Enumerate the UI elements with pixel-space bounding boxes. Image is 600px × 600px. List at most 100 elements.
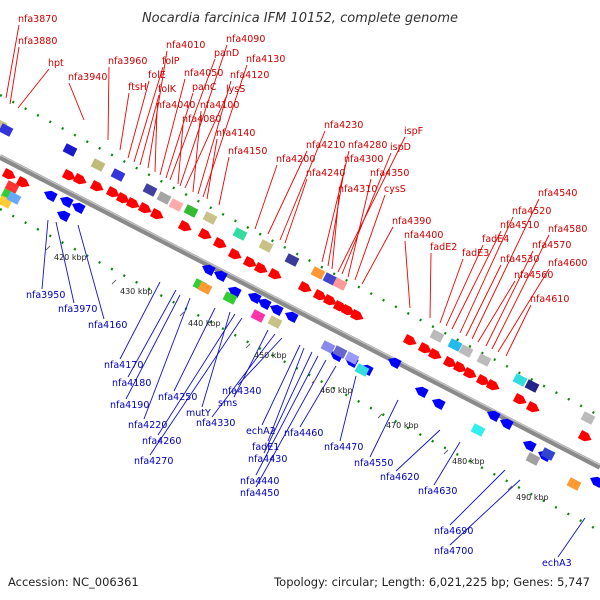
gene-label-forward[interactable]: nfa3940 [68,72,107,83]
gene-feature-box[interactable] [222,291,238,305]
gene-feature-box[interactable] [470,423,486,437]
gene-label-forward[interactable]: nfa4600 [548,258,587,269]
reverse-gene-arrow[interactable] [42,188,58,202]
reverse-gene-arrow[interactable] [521,438,537,452]
forward-gene-arrow[interactable] [462,367,479,381]
gene-label-reverse[interactable]: nfa4180 [112,378,151,389]
forward-gene-arrow[interactable] [242,256,259,270]
gene-label-reverse[interactable]: nfa4620 [380,472,419,483]
gene-feature-box[interactable] [168,198,184,212]
forward-gene-arrow[interactable] [89,180,106,194]
gene-label-forward[interactable]: nfa3880 [18,36,57,47]
gene-label-forward[interactable]: folP [162,56,180,67]
forward-gene-arrow[interactable] [267,268,284,282]
reverse-gene-arrow[interactable] [212,268,228,282]
reverse-gene-arrow[interactable] [246,290,262,304]
gene-feature-box[interactable] [354,363,370,377]
gene-feature-box[interactable] [524,379,540,393]
gene-label-forward[interactable]: nfa4230 [324,120,363,131]
forward-gene-arrow[interactable] [525,401,542,415]
forward-gene-arrow[interactable] [340,304,357,318]
gene-feature-box[interactable] [0,123,14,137]
forward-gene-arrow[interactable] [312,289,329,303]
gene-label-forward[interactable]: nfa4300 [344,154,383,165]
gene-feature-box[interactable] [332,345,348,359]
gene-feature-box[interactable] [580,411,596,425]
gene-label-forward[interactable]: hpt [48,58,64,69]
gene-feature-box[interactable] [344,351,360,365]
forward-gene-arrow[interactable] [322,294,339,308]
forward-gene-arrow[interactable] [427,348,444,362]
reverse-gene-arrow[interactable] [70,200,86,214]
gene-label-reverse[interactable]: fadE1 [252,442,279,453]
gene-feature-box[interactable] [62,143,78,157]
reverse-gene-arrow[interactable] [256,296,272,310]
gene-label-forward[interactable]: nfa4040 [156,100,195,111]
gene-label-reverse[interactable]: nfa4550 [354,458,393,469]
gene-label-forward[interactable]: nfa4610 [530,294,569,305]
gene-label-forward[interactable]: fadE3 [462,248,489,259]
gene-feature-box[interactable] [156,191,172,205]
gene-label-forward[interactable]: nfa4150 [228,146,267,157]
reverse-gene-arrow[interactable] [283,309,299,323]
gene-feature-box[interactable] [4,180,20,194]
gene-label-reverse[interactable]: nfa4340 [222,386,261,397]
forward-gene-arrow[interactable] [137,202,154,216]
gene-label-reverse[interactable]: nfa4170 [104,360,143,371]
forward-gene-arrow[interactable] [297,281,314,295]
gene-label-forward[interactable]: nfa4210 [306,140,345,151]
gene-feature-box[interactable] [525,452,541,466]
gene-label-reverse[interactable]: nfa4220 [128,420,167,431]
gene-label-forward[interactable]: ftsH [128,82,147,93]
gene-label-forward[interactable]: nfa4120 [230,70,269,81]
gene-label-reverse[interactable]: echA3 [542,558,572,569]
gene-label-forward[interactable]: nfa4080 [182,114,221,125]
gene-feature-box[interactable] [566,477,582,491]
gene-label-forward[interactable]: lysS [226,84,245,95]
gene-feature-box[interactable] [458,344,474,358]
gene-label-reverse[interactable]: nfa4460 [284,428,323,439]
gene-feature-box[interactable] [429,329,445,343]
gene-label-forward[interactable]: nfa4010 [166,40,205,51]
gene-label-reverse[interactable]: nfa4690 [434,526,473,537]
gene-feature-box[interactable] [322,272,338,286]
gene-label-forward[interactable]: ispF [404,126,423,137]
gene-label-reverse[interactable]: nfa4630 [418,486,457,497]
gene-label-forward[interactable]: nfa4400 [404,230,443,241]
forward-gene-arrow[interactable] [61,169,78,183]
reverse-gene-arrow[interactable] [55,208,71,222]
gene-feature-box[interactable] [0,195,13,209]
forward-gene-arrow[interactable] [105,186,122,200]
gene-label-reverse[interactable]: sms [218,398,237,409]
gene-label-forward[interactable]: fadE2 [430,242,457,253]
forward-gene-arrow[interactable] [197,228,214,242]
forward-gene-arrow[interactable] [452,361,469,375]
gene-label-forward[interactable]: nfa4090 [226,34,265,45]
gene-label-reverse[interactable]: nfa4260 [142,436,181,447]
gene-feature-box[interactable] [267,315,283,329]
gene-feature-box[interactable] [250,309,266,323]
gene-feature-box[interactable] [142,183,158,197]
gene-label-forward[interactable]: nfa4520 [512,206,551,217]
reverse-gene-arrow[interactable] [268,302,284,316]
forward-gene-arrow[interactable] [349,309,366,323]
gene-label-forward[interactable]: nfa4280 [348,140,387,151]
gene-feature-box[interactable] [183,204,199,218]
gene-feature-box[interactable] [6,191,22,205]
gene-feature-box[interactable] [284,253,300,267]
gene-feature-box[interactable] [476,353,492,367]
gene-feature-box[interactable] [202,211,218,225]
gene-label-forward[interactable]: nfa4200 [276,154,315,165]
gene-label-forward[interactable]: nfa4350 [370,168,409,179]
gene-feature-box[interactable] [90,158,106,172]
gene-label-forward[interactable]: cysS [384,184,406,195]
forward-gene-arrow[interactable] [1,168,18,182]
gene-label-reverse[interactable]: nfa4700 [434,546,473,557]
reverse-gene-arrow[interactable] [200,262,216,276]
gene-feature-box[interactable] [258,239,274,253]
reverse-gene-arrow[interactable] [485,408,501,422]
gene-label-forward[interactable]: nfa4140 [216,128,255,139]
forward-gene-arrow[interactable] [475,374,492,388]
gene-feature-box[interactable] [310,266,326,280]
gene-label-forward[interactable]: nfa4510 [500,220,539,231]
